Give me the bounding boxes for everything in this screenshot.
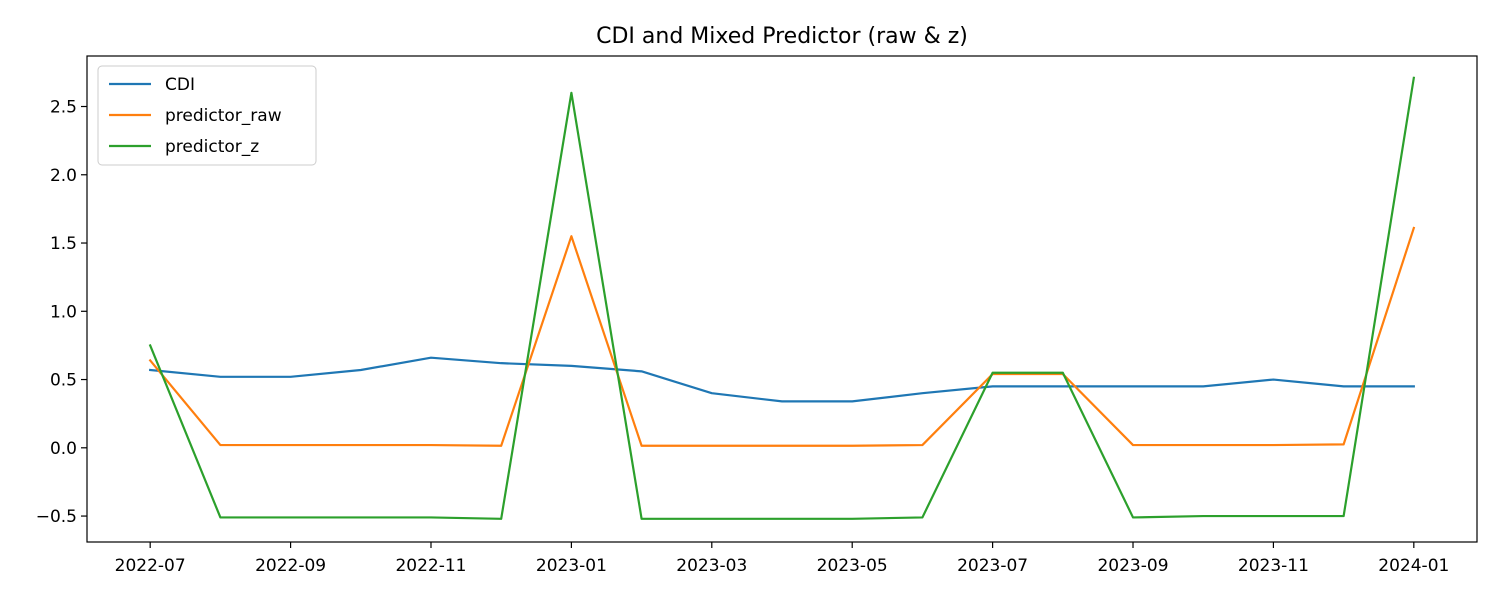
legend-box	[97, 65, 317, 166]
x-tick-label: 2022-11	[395, 556, 466, 576]
y-tick-label: 1.0	[50, 302, 77, 322]
plot-area	[86, 55, 1478, 543]
x-tick-label: 2023-07	[957, 556, 1028, 576]
y-tick-label: 1.5	[50, 234, 77, 254]
x-tick-label: 2023-11	[1238, 556, 1309, 576]
x-tick-label: 2022-09	[255, 556, 326, 576]
y-tick-label: 2.5	[50, 98, 77, 118]
y-tick-label: 0.0	[50, 439, 77, 459]
x-tick-label: 2023-05	[817, 556, 888, 576]
x-tick-label: 2023-03	[676, 556, 747, 576]
series-layer	[148, 76, 1416, 520]
series-line-predictor-z	[148, 76, 1416, 520]
legend-label: predictor_raw	[165, 106, 282, 126]
series-line-predictor-raw	[148, 226, 1416, 447]
chart-title: CDI and Mixed Predictor (raw & z)	[596, 24, 968, 49]
y-axis: −0.5 0.0 0.5 1.0 1.5 2.0 2.5	[36, 98, 87, 527]
y-tick-label: −0.5	[36, 507, 77, 527]
legend-label: predictor_z	[165, 137, 259, 157]
x-tick-label: 2024-01	[1378, 556, 1449, 576]
y-tick-label: 0.5	[50, 371, 77, 391]
x-tick-label: 2023-09	[1097, 556, 1168, 576]
y-tick-label: 2.0	[50, 166, 77, 186]
x-tick-label: 2022-07	[115, 556, 186, 576]
legend: CDI predictor_raw predictor_z	[97, 65, 317, 166]
x-axis: 2022-07 2022-09 2022-11 2023-01 2023-03 2023-…	[115, 542, 1449, 576]
series-line-cdi	[148, 356, 1415, 403]
legend-label: CDI	[165, 75, 195, 95]
x-tick-label: 2023-01	[536, 556, 607, 576]
